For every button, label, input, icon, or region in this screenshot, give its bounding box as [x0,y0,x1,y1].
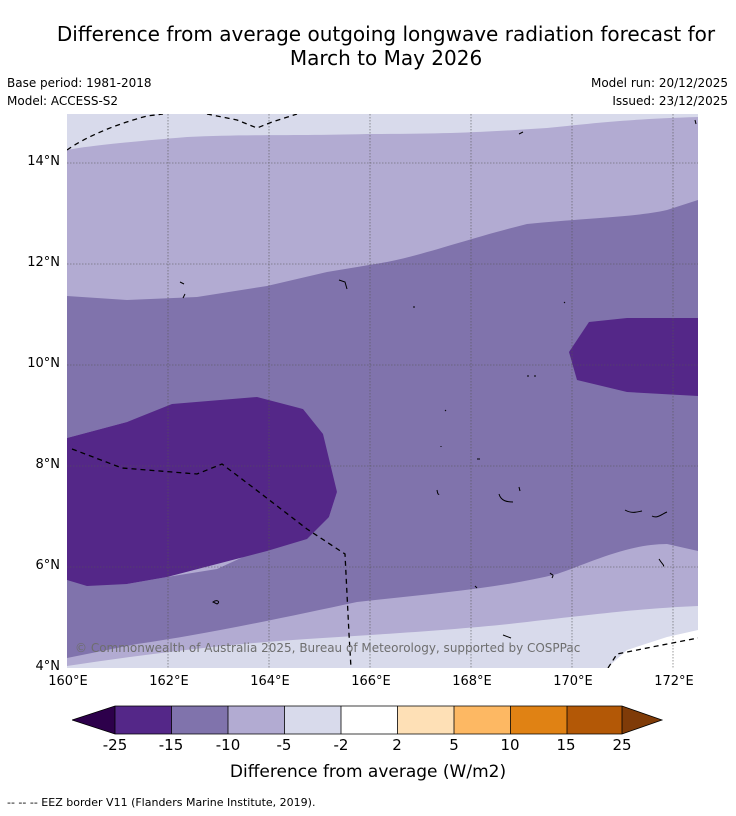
colorbar-title: Difference from average (W/m2) [229,762,507,782]
graticule [67,114,698,668]
lon-label: 172°E [654,674,694,689]
lon-label: 162°E [149,674,189,689]
map-panel[interactable] [67,114,698,668]
colorbar-segment [567,706,622,734]
lat-label: 4°N [35,659,61,674]
colorbar-outline [72,705,664,735]
lon-label: 170°E [553,674,593,689]
colorbar-tick: 15 [556,736,576,754]
colorbar-segment [510,706,567,734]
eez-footnote: -- -- -- EEZ border V11 (Flanders Marine… [7,796,316,809]
anomaly-band-bottom-neg5-neg2 [67,606,698,668]
colorbar-segment [341,706,398,734]
base-period: Base period: 1981-2018 [7,76,152,90]
lat-label: 8°N [35,457,61,472]
model-name: Model: ACCESS-S2 [7,94,119,108]
title-line-2: March to May 2026 [289,46,483,70]
anomaly-band-neg15-neg10 [67,200,698,658]
lon-label: 164°E [250,674,290,689]
eez-border-lines [67,114,698,668]
colorbar-segment [115,706,172,734]
colorbar-tick: -5 [276,736,292,754]
colorbar-tick: 5 [449,736,459,754]
lat-label: 14°N [27,154,60,169]
colorbar-segment [228,706,285,734]
colorbar-extend-high [622,706,662,734]
colorbar-segment [397,706,454,734]
colorbar [72,705,664,735]
lat-label: 12°N [27,255,60,270]
issued-date: Issued: 23/12/2025 [612,94,728,108]
lon-label: 168°E [452,674,492,689]
anomaly-blob-east-neg25-neg15 [569,318,698,396]
anomaly-band-top-neg5-neg2 [67,114,698,150]
lon-label: 160°E [48,674,88,689]
map-svg [67,114,698,668]
model-run: Model run: 20/12/2025 [590,76,728,90]
islands [179,119,697,639]
colorbar-tick: 10 [500,736,520,754]
chart-title: Difference from average outgoing longwav… [0,22,736,70]
anomaly-band-near-zero [607,630,698,668]
lat-label: 10°N [27,356,60,371]
lon-label: 166°E [351,674,391,689]
colorbar-tick: -2 [333,736,349,754]
colorbar-segment [454,706,511,734]
colorbar-tick: 2 [392,736,402,754]
meta-left: Base period: 1981-2018 Model: ACCESS-S2 [7,74,152,110]
copyright-notice: © Commonwealth of Australia 2025, Bureau… [75,641,581,655]
colorbar-tick: -10 [215,736,241,754]
colorbar-tick: -15 [158,736,184,754]
colorbar-tick: -25 [102,736,128,754]
meta-right: Model run: 20/12/2025 Issued: 23/12/2025 [591,74,728,110]
colorbar-segment [171,706,228,734]
colorbar-tick: 25 [612,736,632,754]
anomaly-blob-west-neg25-neg15 [67,397,337,586]
title-line-1: Difference from average outgoing longwav… [56,22,716,46]
colorbar-segment [284,706,341,734]
lat-label: 6°N [35,558,61,573]
colorbar-extend-low [72,706,115,734]
